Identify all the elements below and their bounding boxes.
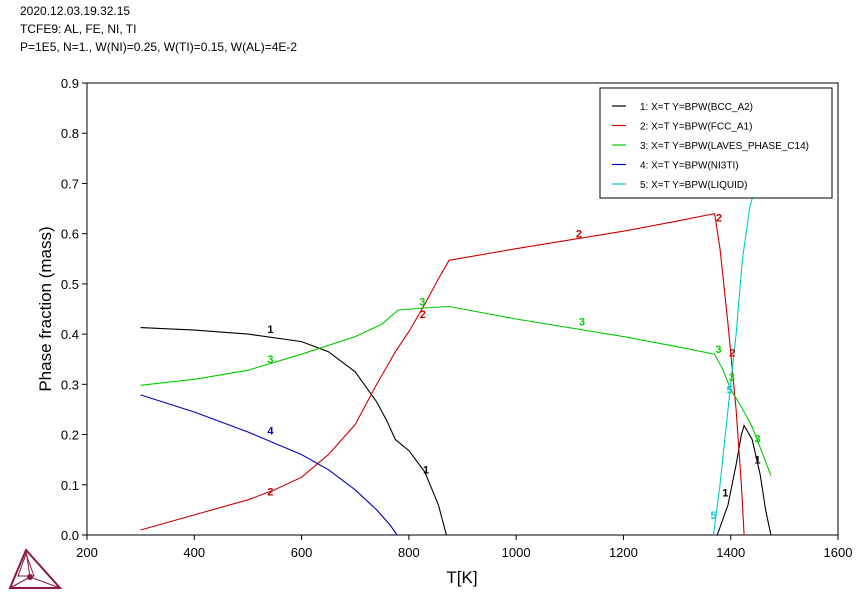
legend-entry-2: 2: X=T Y=BPW(FCC_A1) (640, 122, 752, 133)
series-line-4 (140, 394, 398, 536)
y-tick-label: 0.5 (61, 277, 79, 292)
x-tick-label: 1200 (609, 545, 638, 560)
x-tick-label: 1400 (716, 545, 745, 560)
legend-box (599, 87, 833, 199)
series-line-1 (140, 327, 447, 536)
curve-label-5: 5 (710, 510, 716, 522)
y-tick-label: 0.0 (61, 528, 79, 543)
y-tick-label: 0.7 (61, 176, 79, 191)
x-axis-title: T[K] (446, 568, 477, 587)
curve-label-2: 2 (267, 486, 273, 498)
y-tick-label: 0.2 (61, 428, 79, 443)
x-tick-label: 1000 (502, 545, 531, 560)
plot-frame (86, 82, 839, 536)
legend-entry-4: 4: X=T Y=BPW(NI3TI) (640, 161, 739, 172)
series-line-1 (716, 424, 772, 536)
series-line-2 (140, 212, 745, 536)
thermo-calc-logo-icon (8, 548, 63, 589)
legend-entry-3: 3: X=T Y=BPW(LAVES_PHASE_C14) (640, 141, 809, 152)
curve-label-3: 3 (754, 434, 760, 446)
curve-label-3: 3 (729, 372, 735, 384)
curve-label-3: 3 (579, 317, 585, 329)
x-tick-label: 800 (398, 545, 420, 560)
header-database: TCFE9: AL, FE, NI, TI (20, 22, 137, 36)
series-line-3 (140, 305, 772, 476)
y-tick-label: 0.4 (61, 327, 79, 342)
y-tick-label: 0.6 (61, 227, 79, 242)
legend-entry-1: 1: X=T Y=BPW(BCC_A2) (640, 102, 753, 113)
curve-label-1: 1 (722, 487, 728, 499)
y-tick-label: 0.9 (61, 76, 79, 91)
curves (140, 188, 772, 536)
curve-label-1: 1 (267, 324, 273, 336)
legend-entry-5: 5: X=T Y=BPW(LIQUID) (640, 180, 747, 191)
curve-label-2: 2 (576, 229, 582, 241)
curve-label-1: 1 (754, 455, 760, 467)
y-tick-label: 0.3 (61, 377, 79, 392)
curve-label-3: 3 (419, 296, 425, 308)
curve-label-3: 3 (715, 344, 721, 356)
curve-label-2: 2 (420, 309, 426, 321)
x-tick-label: 600 (291, 545, 313, 560)
legend: 1: X=T Y=BPW(BCC_A2) 2: X=T Y=BPW(FCC_A1)… (599, 87, 833, 199)
header-conditions: P=1E5, N=1., W(NI)=0.25, W(TI)=0.15, W(A… (20, 40, 298, 54)
curve-label-1: 1 (423, 465, 429, 477)
curve-label-2: 2 (729, 348, 735, 360)
y-tick-label: 0.1 (61, 478, 79, 493)
curve-label-3: 3 (267, 354, 273, 366)
axes: 200 400 600 800 1000 1200 1400 1600 0.0 0.1 0.2 0.3… (61, 76, 853, 560)
series-line-5 (712, 188, 756, 536)
x-tick-label: 1600 (824, 545, 853, 560)
header-timestamp: 2020.12.03.19.32.15 (20, 4, 131, 18)
y-tick-label: 0.8 (61, 126, 79, 141)
x-tick-label: 200 (76, 545, 98, 560)
curve-label-5: 5 (727, 384, 733, 396)
y-axis-title: Phase fraction (mass) (36, 226, 55, 391)
curve-label-2: 2 (716, 213, 722, 225)
curve-label-4: 4 (267, 426, 274, 438)
x-tick-label: 400 (183, 545, 205, 560)
